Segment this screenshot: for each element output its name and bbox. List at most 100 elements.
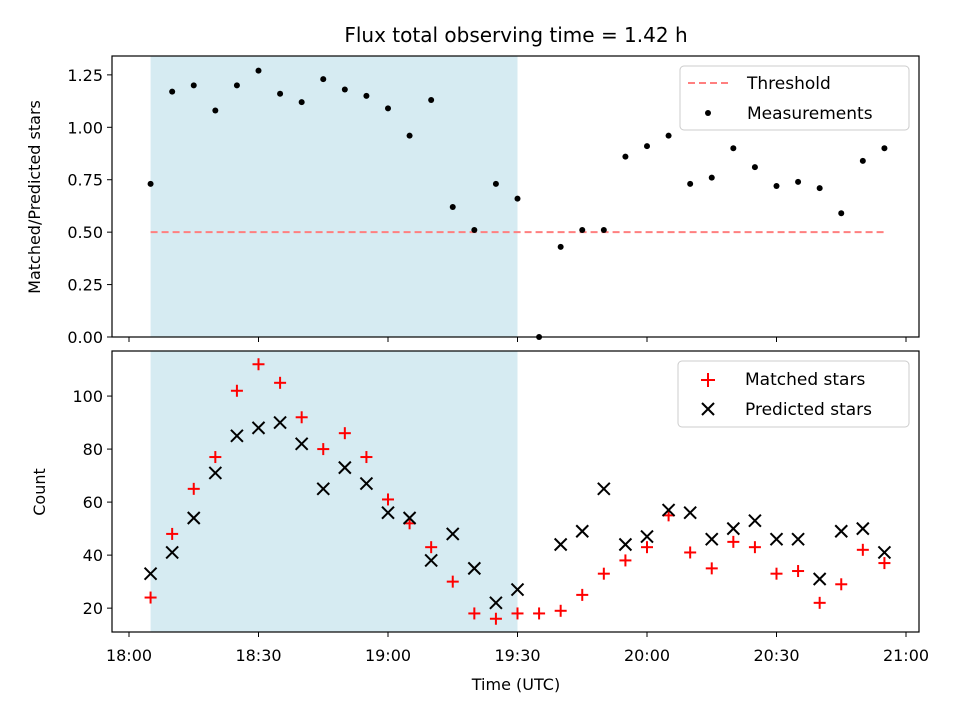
measurement-point xyxy=(363,92,370,99)
bottom-x-tick-label: 18:30 xyxy=(235,646,281,665)
predicted-star-point xyxy=(338,460,352,475)
measurement-point xyxy=(212,107,219,114)
predicted-star-point xyxy=(424,553,438,568)
bottom-legend: Matched stars Predicted stars xyxy=(677,360,910,428)
top-y-tick-label: 0.50 xyxy=(67,223,103,242)
measurement-point xyxy=(557,243,564,250)
bottom-y-axis-label: Count xyxy=(30,468,49,516)
bottom-y-tick-label: 20 xyxy=(83,599,103,618)
predicted-star-point xyxy=(834,524,848,538)
predicted-star-point xyxy=(705,532,719,546)
matched-star-point xyxy=(187,482,200,495)
matched-star-point xyxy=(489,612,502,625)
top-legend: Threshold Measurements xyxy=(679,65,910,131)
matched-stars-series xyxy=(144,358,891,625)
predicted-star-point xyxy=(791,532,805,546)
matched-star-point xyxy=(382,493,394,506)
matched-star-point xyxy=(468,607,481,620)
bottom-panel: 20 40 60 80 100 18:00 18:30 19:00 19:30 20:00 20:… xyxy=(30,350,929,694)
measurement-point xyxy=(751,164,758,171)
measurement-point xyxy=(665,132,672,139)
measurement-point xyxy=(579,227,586,234)
bottom-x-axis: 18:00 18:30 19:00 19:30 20:00 20:30 21:00 xyxy=(106,632,929,665)
top-shaded-span xyxy=(150,56,518,337)
matched-star-point xyxy=(446,575,459,588)
matched-star-point xyxy=(597,567,610,580)
measurement-point xyxy=(795,178,802,185)
top-y-tick-label: 0.00 xyxy=(67,328,103,347)
predicted-star-point xyxy=(597,482,611,496)
matched-star-point xyxy=(295,411,308,424)
predicted-star-point xyxy=(640,529,654,544)
bottom-x-tick-label: 21:00 xyxy=(883,646,929,665)
predicted-star-point xyxy=(489,596,503,610)
matched-star-point xyxy=(144,591,157,604)
measurement-point xyxy=(406,132,413,139)
predicted-star-point xyxy=(661,503,676,517)
measurement-point xyxy=(838,210,845,217)
top-plot-frame xyxy=(111,55,920,338)
matched-star-point xyxy=(252,358,265,371)
matched-star-point xyxy=(360,451,373,464)
predicted-star-point xyxy=(726,521,741,536)
measurement-point xyxy=(859,157,866,164)
bottom-y-tick-label: 80 xyxy=(83,440,103,459)
legend-measurements-label: Measurements xyxy=(747,104,873,124)
bottom-legend-box xyxy=(677,360,910,428)
matched-star-point xyxy=(856,543,869,556)
measurement-point xyxy=(449,203,456,210)
matched-star-point xyxy=(230,384,243,397)
measurement-point xyxy=(341,86,348,93)
measurement-point xyxy=(622,153,629,160)
matched-star-point xyxy=(641,541,653,554)
legend-predicted-swatch xyxy=(701,402,715,416)
predicted-star-point xyxy=(294,437,309,451)
bottom-y-axis: 20 40 60 80 100 xyxy=(72,387,112,618)
top-y-tick-label: 0.25 xyxy=(67,276,103,295)
measurement-point xyxy=(708,174,715,181)
predicted-star-point xyxy=(316,482,330,496)
bottom-shaded-span xyxy=(150,351,518,632)
top-x-axis xyxy=(128,337,907,342)
predicted-star-point xyxy=(143,566,158,581)
measurement-point xyxy=(298,99,305,106)
predicted-stars-series xyxy=(143,415,892,610)
measurement-point xyxy=(773,183,780,190)
top-y-axis-label: Matched/Predicted stars xyxy=(25,100,44,294)
matched-star-point xyxy=(705,562,718,575)
measurement-point xyxy=(320,76,327,83)
matched-star-point xyxy=(619,554,632,567)
predicted-star-point xyxy=(187,511,201,525)
measurement-point xyxy=(428,97,435,104)
predicted-star-point xyxy=(812,572,827,586)
x-axis-label: Time (UTC) xyxy=(471,675,560,694)
predicted-star-point xyxy=(877,545,892,560)
predicted-star-point xyxy=(467,561,482,576)
predicted-star-point xyxy=(381,506,395,520)
bottom-x-tick-label: 19:30 xyxy=(494,646,540,665)
measurement-point xyxy=(687,180,694,187)
predicted-star-point xyxy=(748,513,762,528)
bottom-y-tick-label: 40 xyxy=(83,546,103,565)
measurements-series xyxy=(147,67,888,340)
top-y-tick-label: 1.00 xyxy=(67,118,103,137)
predicted-star-point xyxy=(769,532,784,546)
measurement-point xyxy=(492,180,499,187)
matched-star-point xyxy=(748,541,761,554)
top-legend-box xyxy=(679,65,910,131)
matched-star-point xyxy=(209,451,222,464)
measurement-point xyxy=(816,185,823,192)
legend-matched-label: Matched stars xyxy=(745,370,865,390)
bottom-x-tick-label: 18:00 xyxy=(106,646,152,665)
bottom-plot-frame xyxy=(111,350,920,633)
matched-star-point xyxy=(684,546,697,559)
predicted-star-point xyxy=(618,537,633,552)
matched-star-point xyxy=(511,607,524,620)
measurement-point xyxy=(255,67,262,74)
measurement-point xyxy=(881,145,888,152)
bottom-y-tick-label: 60 xyxy=(83,493,103,512)
chart-title: Flux total observing time = 1.42 h xyxy=(344,23,687,47)
legend-measurements-swatch xyxy=(705,110,711,116)
measurement-point xyxy=(385,105,391,112)
